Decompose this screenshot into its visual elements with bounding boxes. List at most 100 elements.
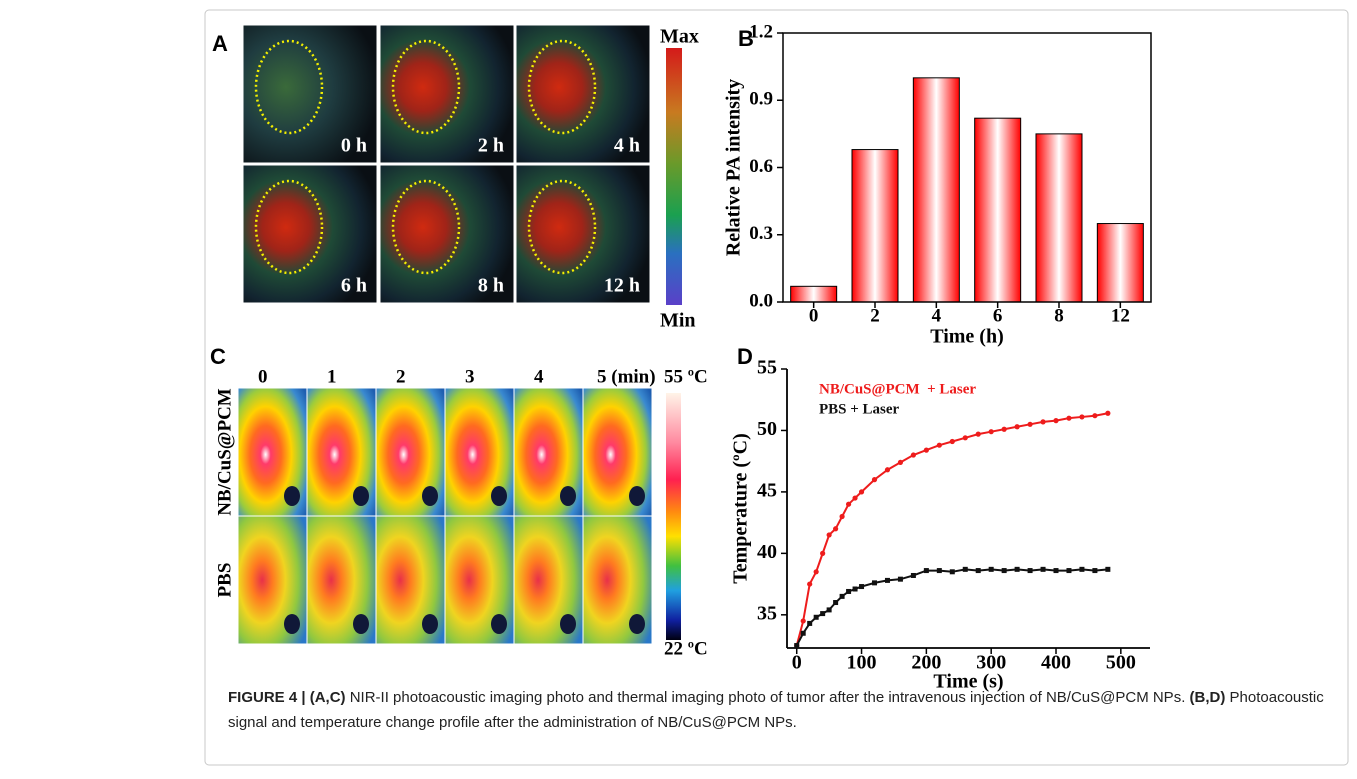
dark-spot bbox=[560, 614, 576, 634]
time-label: 2 h bbox=[478, 135, 504, 157]
bar bbox=[851, 149, 899, 303]
marker bbox=[923, 447, 929, 453]
image-tile bbox=[515, 164, 651, 304]
x-tick-label: 6 bbox=[993, 305, 1003, 326]
dark-spot bbox=[491, 486, 507, 506]
bar bbox=[912, 77, 960, 303]
caption: FIGURE 4 | (A,C) NIR-II photoacoustic im… bbox=[228, 685, 1340, 735]
marker bbox=[845, 501, 852, 507]
color-bar-min: 22 ºC bbox=[664, 638, 708, 659]
series-line bbox=[795, 412, 1109, 646]
marker bbox=[858, 489, 865, 495]
marker bbox=[839, 593, 845, 599]
marker bbox=[1027, 568, 1033, 574]
caption-part: (B,D) bbox=[1189, 689, 1226, 706]
roi-circle bbox=[527, 179, 597, 275]
image-tile bbox=[242, 24, 378, 164]
x-tick-label: 0 bbox=[809, 305, 819, 326]
marker bbox=[884, 467, 891, 473]
marker bbox=[1053, 418, 1059, 424]
y-tick-label: 50 bbox=[757, 418, 777, 440]
y-axis-label: Relative PA intensity bbox=[723, 79, 745, 256]
marker bbox=[975, 431, 981, 437]
time-label: 4 h bbox=[614, 135, 640, 157]
marker bbox=[1092, 413, 1098, 419]
marker bbox=[1066, 568, 1072, 574]
dark-spot bbox=[491, 614, 507, 634]
dark-spot bbox=[353, 486, 369, 506]
panel-label: C bbox=[210, 344, 226, 369]
x-tick-label: 4 bbox=[932, 305, 942, 326]
time-label: 1 bbox=[327, 366, 337, 387]
panel-label: B bbox=[738, 26, 754, 51]
y-tick-label: 0.0 bbox=[749, 290, 773, 311]
marker bbox=[1014, 566, 1020, 572]
time-label: 3 bbox=[465, 366, 475, 387]
time-label: 4 bbox=[534, 366, 544, 387]
dark-spot bbox=[422, 486, 438, 506]
color-bar-min: Min bbox=[660, 310, 696, 332]
plot-frame bbox=[782, 32, 1152, 303]
bar bbox=[974, 117, 1022, 303]
x-tick-label: 500 bbox=[1106, 652, 1136, 674]
x-tick-label: 200 bbox=[911, 652, 941, 674]
dark-spot bbox=[284, 486, 300, 506]
x-axis-label: Time (h) bbox=[930, 326, 1004, 348]
y-tick-label: 35 bbox=[757, 602, 777, 624]
roi-circle bbox=[527, 39, 597, 135]
marker bbox=[936, 442, 942, 448]
image-tile bbox=[515, 24, 651, 164]
marker bbox=[813, 569, 819, 575]
marker bbox=[1053, 568, 1059, 574]
marker bbox=[859, 584, 865, 590]
time-label: 2 bbox=[396, 366, 406, 387]
marker bbox=[988, 429, 994, 435]
figure-frame bbox=[204, 9, 1349, 766]
marker bbox=[897, 459, 904, 466]
marker bbox=[962, 435, 968, 441]
roi-circle bbox=[391, 39, 461, 135]
marker bbox=[794, 643, 800, 649]
marker bbox=[833, 600, 839, 606]
marker bbox=[852, 495, 858, 501]
marker bbox=[820, 550, 826, 556]
y-tick-label: 0.3 bbox=[749, 223, 773, 244]
dark-spot bbox=[629, 486, 645, 506]
caption-part: NIR-II photoacoustic imaging photo and t… bbox=[345, 689, 1190, 706]
y-tick-label: 55 bbox=[757, 357, 777, 379]
y-tick-label: 0.9 bbox=[749, 89, 773, 110]
marker bbox=[1105, 566, 1111, 572]
x-tick-label: 300 bbox=[976, 652, 1006, 674]
marker bbox=[949, 438, 955, 445]
series-line bbox=[795, 568, 1108, 647]
marker bbox=[800, 618, 806, 624]
marker bbox=[1001, 426, 1007, 432]
marker bbox=[807, 620, 813, 626]
marker bbox=[910, 572, 916, 578]
y-tick-label: 1.2 bbox=[749, 21, 773, 42]
image-tile bbox=[379, 164, 515, 304]
marker bbox=[1066, 415, 1072, 421]
marker bbox=[923, 568, 929, 574]
marker bbox=[1040, 419, 1046, 425]
roi-circle bbox=[254, 39, 324, 135]
time-label: 8 h bbox=[478, 275, 504, 297]
marker bbox=[1105, 410, 1111, 416]
marker bbox=[871, 477, 878, 483]
roi-circle bbox=[254, 179, 324, 275]
caption-part: Photoacoustic signal and temperature cha… bbox=[228, 689, 1328, 731]
color-bar bbox=[666, 393, 681, 640]
marker bbox=[988, 566, 994, 572]
marker bbox=[962, 566, 968, 572]
marker bbox=[839, 513, 845, 520]
marker bbox=[1079, 566, 1085, 572]
time-label: 6 h bbox=[341, 275, 367, 297]
marker bbox=[884, 577, 890, 583]
x-tick-label: 0 bbox=[792, 652, 802, 674]
marker bbox=[1079, 414, 1085, 420]
image-tile bbox=[242, 164, 378, 304]
marker bbox=[826, 607, 832, 613]
marker bbox=[1092, 568, 1098, 574]
